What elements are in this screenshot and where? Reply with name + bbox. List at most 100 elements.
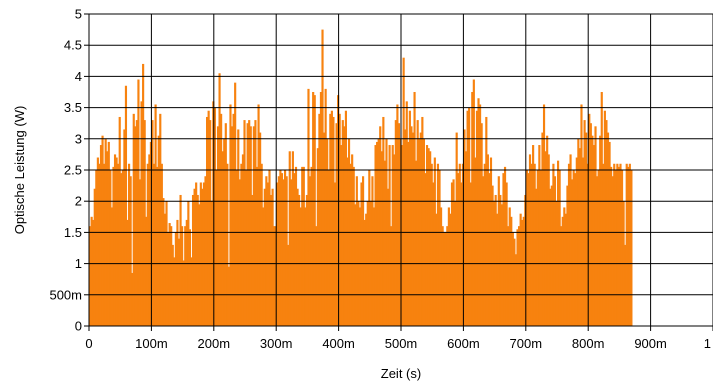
bar — [482, 176, 485, 326]
bar — [290, 179, 293, 326]
bar — [513, 238, 516, 326]
bar — [419, 132, 422, 326]
bar — [558, 170, 561, 326]
bar — [140, 101, 143, 326]
bar — [201, 188, 204, 326]
bar — [346, 157, 349, 326]
bar — [296, 188, 299, 326]
bar — [324, 88, 327, 326]
bar — [503, 166, 507, 326]
bar — [383, 160, 386, 326]
bar — [277, 176, 280, 326]
bar — [494, 194, 497, 326]
bar — [553, 176, 557, 326]
bar — [566, 185, 569, 326]
bar — [474, 157, 477, 326]
bar — [159, 113, 162, 326]
bar — [195, 182, 198, 326]
bar — [302, 166, 305, 326]
bar — [525, 170, 528, 326]
x-tick-label: 200m — [198, 336, 231, 351]
bar — [575, 157, 578, 326]
bar — [518, 226, 521, 326]
x-ticks-group: 0 100m 200m 300m 400m 500m 600m 700m 800m 900m 1 — [85, 326, 713, 351]
bar — [142, 63, 145, 327]
bar — [435, 213, 438, 326]
bar — [285, 176, 288, 326]
x-tick-label: 0 — [85, 336, 92, 351]
bar — [310, 166, 313, 326]
bar — [594, 126, 597, 326]
bar — [237, 129, 240, 326]
bar — [496, 213, 499, 326]
bar — [257, 104, 260, 326]
bar — [332, 116, 335, 327]
bar — [401, 145, 404, 326]
bar — [365, 213, 368, 326]
bar — [391, 145, 394, 326]
bar — [304, 207, 307, 326]
bar — [163, 213, 167, 326]
x-axis-label: Zeit (s) — [381, 366, 421, 381]
bar — [218, 73, 221, 326]
bar — [241, 154, 245, 326]
bar — [425, 145, 429, 326]
bar — [564, 213, 567, 326]
x-tick-label: 500m — [385, 336, 418, 351]
bar — [352, 166, 355, 326]
bar — [379, 126, 382, 326]
bar — [489, 157, 493, 326]
bar — [255, 166, 259, 326]
bar — [468, 107, 471, 326]
bar — [611, 176, 614, 326]
y-tick-label: 2.5 — [64, 163, 82, 178]
bar — [625, 163, 628, 326]
bar — [151, 120, 154, 326]
bar — [614, 170, 617, 326]
bar — [605, 120, 608, 326]
bar — [541, 132, 544, 326]
bar — [349, 163, 352, 326]
bar — [486, 154, 489, 326]
bar — [246, 123, 249, 326]
bar — [567, 163, 571, 326]
bar — [616, 163, 619, 326]
bar — [215, 170, 218, 326]
bar — [123, 129, 126, 326]
bar — [610, 166, 613, 326]
bar — [444, 232, 447, 326]
y-tick-label: 500m — [49, 287, 82, 302]
bar — [293, 173, 296, 326]
bar — [397, 123, 401, 326]
bar — [402, 57, 405, 327]
bar — [560, 226, 563, 326]
bar — [198, 204, 201, 326]
bar — [600, 92, 603, 326]
x-tick-label: 900m — [634, 336, 667, 351]
bar — [145, 216, 148, 326]
bar — [196, 194, 199, 326]
bar — [318, 113, 321, 326]
bar — [146, 163, 149, 326]
bar — [340, 145, 343, 326]
bar — [134, 126, 137, 326]
bar — [483, 163, 486, 326]
bar — [599, 135, 602, 326]
bar — [443, 232, 446, 326]
bar — [251, 194, 254, 326]
bar — [213, 107, 216, 326]
bar — [368, 170, 371, 326]
bar — [245, 170, 248, 326]
bar — [276, 182, 279, 326]
bar — [321, 29, 324, 326]
bar — [424, 173, 427, 326]
bar — [243, 120, 246, 326]
y-tick-label: 2 — [75, 194, 82, 209]
bar — [308, 176, 312, 326]
bar — [152, 163, 156, 326]
bar — [230, 126, 234, 326]
bar — [343, 126, 346, 326]
y-ticks-group: 0 500m 1 1.5 2 2.5 3 3.5 4 4.5 5 — [49, 7, 89, 334]
bar — [606, 132, 610, 326]
bar — [355, 176, 358, 326]
